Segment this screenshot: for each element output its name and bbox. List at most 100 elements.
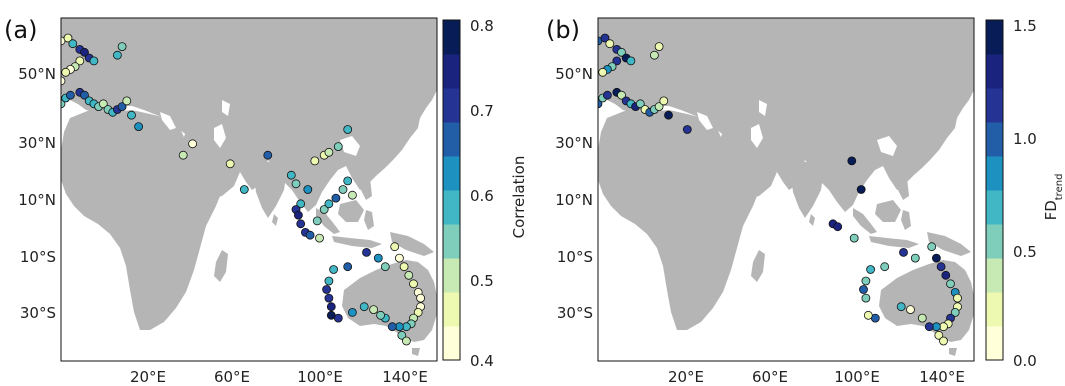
station-point — [310, 156, 320, 166]
station-point — [10, 174, 18, 182]
station-point — [68, 39, 78, 49]
colorbar-title: FDtrend — [1042, 174, 1065, 221]
station-point — [369, 305, 379, 315]
station-point — [239, 185, 249, 194]
station-point — [338, 185, 348, 194]
colorbar-segment — [443, 88, 460, 123]
colorbar-tick: 1.0 — [1013, 130, 1037, 148]
station-point — [582, 43, 590, 51]
colorbar-segment — [986, 326, 1003, 361]
station-point — [343, 125, 353, 134]
panel-b-colorbar-ticks: 1.5 1.0 0.5 0.0 — [1013, 17, 1037, 370]
colorbar-segment — [986, 258, 1003, 293]
station-point — [939, 336, 948, 346]
station-point — [50, 103, 58, 111]
station-point — [880, 262, 890, 272]
station-point — [585, 91, 593, 99]
station-point — [390, 242, 400, 252]
station-point — [373, 253, 383, 263]
station-point — [934, 330, 944, 340]
station-point — [117, 102, 127, 111]
panel-b-points — [571, 33, 962, 346]
station-point — [75, 56, 85, 66]
lat-tick: 10°N — [18, 191, 56, 209]
station-point — [43, 111, 51, 119]
lon-tick: 20°E — [668, 368, 704, 386]
station-point — [52, 83, 60, 91]
station-point — [413, 307, 423, 317]
station-point — [847, 156, 857, 166]
station-point — [319, 205, 329, 214]
station-point — [359, 302, 369, 312]
station-point — [331, 193, 341, 203]
colorbar-segment — [986, 190, 1003, 225]
station-point — [43, 88, 51, 96]
station-point — [605, 39, 615, 49]
panel-b-colorbar — [986, 20, 1003, 361]
panel-b: (b) 50°N 30°N 10°N 10°S 30°S 20°E 60°E 1… — [546, 16, 1065, 386]
station-point — [117, 42, 127, 51]
station-point — [849, 233, 859, 243]
station-point — [347, 307, 357, 317]
panel-a-frame — [60, 17, 438, 362]
station-point — [303, 185, 313, 194]
panel-b-label: (b) — [546, 16, 580, 44]
station-point — [315, 233, 324, 243]
station-point — [80, 47, 89, 57]
station-point — [580, 88, 588, 96]
station-point — [401, 336, 411, 346]
panel-a-map — [10, 18, 437, 356]
station-point — [312, 216, 322, 226]
station-point — [603, 90, 612, 100]
station-point — [612, 56, 622, 66]
panel-b-lon-ticks: 20°E 60°E 100°E 140°E — [668, 368, 965, 386]
station-point — [50, 40, 58, 48]
colorbar-tick: 0.6 — [470, 187, 494, 205]
colorbar-segment — [443, 258, 460, 293]
station-point — [953, 293, 962, 303]
panel-b-lat-ticks: 50°N 30°N 10°N 10°S 30°S — [555, 65, 593, 322]
lat-tick: 10°S — [557, 248, 593, 266]
lon-tick: 20°E — [130, 368, 166, 386]
colorbar-segment — [986, 54, 1003, 89]
station-point — [941, 270, 951, 280]
station-point — [571, 48, 579, 56]
colorbar-segment — [443, 156, 460, 191]
station-point — [45, 43, 53, 51]
station-point — [654, 42, 664, 51]
lat-tick: 30°S — [20, 304, 56, 322]
station-point — [376, 310, 386, 320]
station-point — [34, 48, 42, 56]
colorbar-tick: 0.4 — [470, 352, 494, 370]
station-point — [896, 302, 906, 312]
colorbar-tick: 0.0 — [1013, 352, 1037, 370]
station-point — [296, 219, 306, 229]
station-point — [626, 56, 636, 66]
lon-tick: 140°E — [919, 368, 965, 386]
station-point — [659, 96, 669, 106]
colorbar-segment — [443, 224, 460, 259]
colorbar-segment — [443, 292, 460, 327]
station-point — [188, 139, 198, 149]
station-point — [580, 111, 588, 119]
lon-tick: 60°E — [214, 368, 250, 386]
station-point — [650, 50, 659, 60]
station-point — [66, 90, 75, 100]
panel-a-colorbar — [443, 20, 460, 361]
station-point — [98, 99, 108, 109]
station-point — [861, 293, 871, 303]
station-point — [322, 285, 332, 294]
panel-b-colorbar-frame — [985, 19, 1004, 361]
station-point — [635, 99, 645, 109]
station-point — [38, 108, 46, 116]
station-point — [910, 253, 920, 263]
station-point — [324, 147, 334, 157]
lon-tick: 100°E — [834, 368, 880, 386]
station-point — [617, 47, 626, 57]
panel-a-colorbar-ticks: 0.8 0.7 0.6 0.5 0.4 — [470, 17, 494, 370]
colorbar-tick: 0.7 — [470, 102, 494, 120]
station-point — [950, 307, 960, 317]
station-point — [575, 108, 583, 116]
station-point — [113, 50, 122, 60]
